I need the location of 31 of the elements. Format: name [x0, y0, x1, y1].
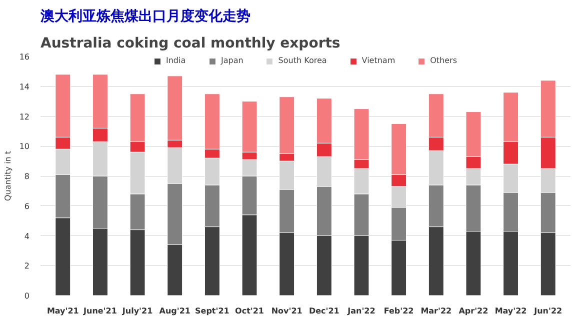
y-tick-label: 0 — [24, 292, 30, 300]
x-tick-label: Sept'21 — [195, 306, 230, 316]
x-tick-label: May'22 — [494, 306, 527, 316]
x-tick-label: Dec'21 — [308, 306, 340, 316]
y-tick-label: 16 — [19, 52, 30, 62]
legend-label: Vietnam — [362, 56, 396, 65]
x-tick-label: Aug'21 — [159, 306, 191, 316]
x-tick-label: Mar'22 — [420, 306, 452, 316]
x-tick-label: June'21 — [82, 306, 118, 316]
y-tick-label: 10 — [19, 142, 30, 152]
legend-label: India — [166, 56, 186, 65]
x-tick-label: May'21 — [46, 306, 80, 316]
x-tick-label: Apr'22 — [458, 306, 488, 316]
x-tick-label: July'21 — [121, 306, 154, 316]
y-tick-label: 8 — [24, 172, 30, 181]
x-tick-label: Jun'22 — [533, 306, 562, 316]
legend-label: Others — [430, 56, 458, 65]
y-tick-label: 4 — [24, 232, 30, 241]
chart-title: 澳大利亚炼焦煤出口月度变化走势 — [40, 8, 250, 24]
y-tick-label: 14 — [19, 82, 30, 92]
y-tick-label: 12 — [19, 112, 30, 122]
legend-label: Japan — [220, 56, 244, 65]
y-axis-title: Quantity in t — [3, 150, 12, 202]
y-tick-label: 6 — [24, 202, 30, 211]
x-tick-label: Jan'22 — [346, 306, 376, 316]
x-tick-label: Nov'21 — [271, 306, 303, 316]
x-tick-label: Feb'22 — [384, 306, 414, 316]
x-tick-label: Oct'21 — [235, 306, 264, 316]
legend-label: South Korea — [278, 56, 327, 65]
chart-subtitle: Australia coking coal monthly exports — [40, 36, 340, 52]
y-tick-label: 2 — [24, 262, 30, 271]
